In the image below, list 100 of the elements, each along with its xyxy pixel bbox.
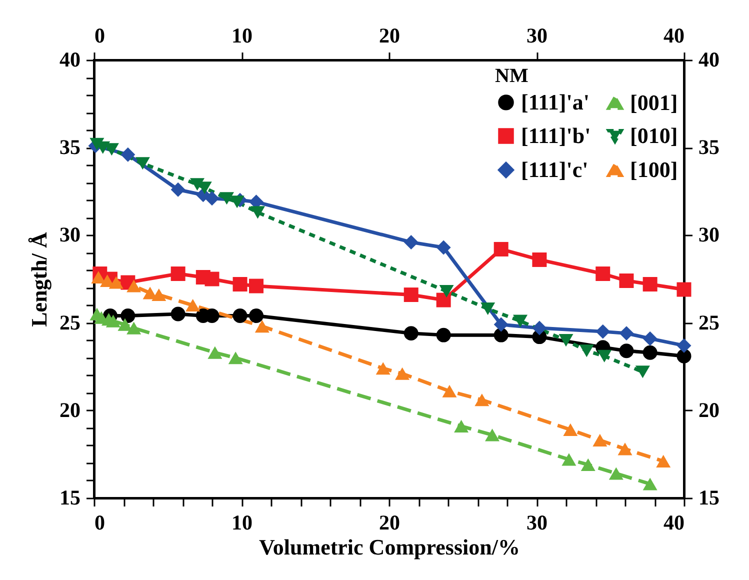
point	[232, 277, 248, 292]
point	[656, 454, 671, 468]
point	[118, 318, 132, 331]
point	[635, 366, 650, 378]
x-tick-label: 10	[232, 510, 252, 534]
point	[152, 288, 166, 302]
point	[208, 346, 222, 359]
y2-tick-label: 35	[698, 135, 720, 160]
point	[597, 350, 612, 362]
point	[579, 344, 594, 358]
point	[642, 277, 658, 292]
point	[254, 320, 270, 333]
x-tick-label: 20	[379, 510, 400, 534]
point	[436, 292, 451, 308]
y-tick-label: 30	[60, 222, 80, 247]
point	[494, 328, 508, 342]
point	[170, 306, 186, 322]
point	[596, 266, 610, 281]
point	[608, 467, 624, 480]
point	[228, 352, 243, 364]
point	[376, 362, 390, 375]
point	[404, 326, 418, 341]
point	[619, 344, 634, 358]
point	[480, 302, 496, 316]
point	[532, 252, 547, 267]
point	[619, 274, 634, 288]
point	[91, 270, 106, 284]
point	[676, 282, 692, 297]
legend-label: [001]	[630, 90, 678, 115]
point	[619, 326, 634, 341]
y2-tick-label: 40	[698, 48, 720, 72]
point	[232, 308, 248, 324]
point	[494, 317, 508, 332]
point	[404, 288, 418, 302]
point	[230, 196, 244, 208]
point	[135, 157, 150, 170]
point	[186, 299, 200, 312]
y-tick-label: 40	[60, 48, 80, 72]
y-axis-title: Length/ Å	[26, 232, 52, 327]
point	[249, 278, 264, 294]
x-axis-title: Volumetric Compression/%	[259, 534, 520, 560]
y-tick-label: 25	[60, 310, 80, 334]
point	[563, 423, 578, 436]
point	[454, 420, 469, 432]
point	[592, 434, 608, 446]
point	[250, 206, 265, 219]
y2-tick-label: 25	[698, 310, 720, 334]
point	[596, 324, 610, 339]
point	[513, 314, 528, 328]
point	[439, 284, 454, 298]
y2-tick-label: 15	[698, 486, 720, 510]
point	[558, 334, 574, 347]
point	[120, 147, 136, 162]
point	[204, 191, 220, 206]
x-tick-label: 30	[526, 510, 548, 534]
point	[120, 308, 136, 324]
x2-tick-label: 40	[664, 24, 684, 48]
x2-tick-label: 10	[232, 24, 252, 48]
point	[562, 453, 576, 466]
point	[676, 348, 692, 364]
point	[204, 272, 220, 286]
point	[618, 442, 632, 456]
point	[249, 308, 264, 324]
x2-tick-label: 20	[379, 24, 400, 48]
point	[170, 266, 186, 281]
legend-title: NM	[495, 65, 528, 87]
legend-label: [100]	[630, 157, 678, 182]
point	[442, 384, 457, 398]
point	[126, 322, 142, 334]
point	[106, 314, 120, 328]
x-tick-label: 0	[94, 510, 105, 534]
point	[220, 192, 234, 205]
point	[642, 478, 658, 490]
legend-label: [111]'a'	[521, 89, 590, 114]
legend-label: [111]'c'	[521, 157, 588, 182]
point	[642, 331, 658, 346]
y-tick-label: 20	[60, 398, 80, 422]
legend-label: [010]	[630, 123, 678, 148]
point	[676, 338, 692, 353]
y-tick-label: 35	[60, 135, 80, 160]
y2-tick-label: 20	[698, 398, 720, 422]
point	[474, 394, 490, 406]
legend-label: [111]'b'	[521, 123, 591, 148]
y2-tick-label: 30	[698, 222, 720, 247]
point	[404, 234, 418, 250]
point	[580, 458, 596, 471]
point	[642, 345, 658, 360]
x2-tick-label: 30	[526, 24, 548, 48]
point	[494, 242, 508, 256]
y-tick-label: 15	[60, 486, 80, 510]
point	[436, 328, 451, 342]
point	[485, 428, 500, 442]
point	[532, 320, 547, 336]
point	[108, 276, 124, 289]
point	[170, 182, 186, 197]
point	[395, 367, 410, 380]
point	[126, 280, 142, 292]
x-tick-label: 40	[664, 510, 684, 534]
x2-tick-label: 0	[94, 24, 105, 48]
point	[436, 240, 451, 255]
